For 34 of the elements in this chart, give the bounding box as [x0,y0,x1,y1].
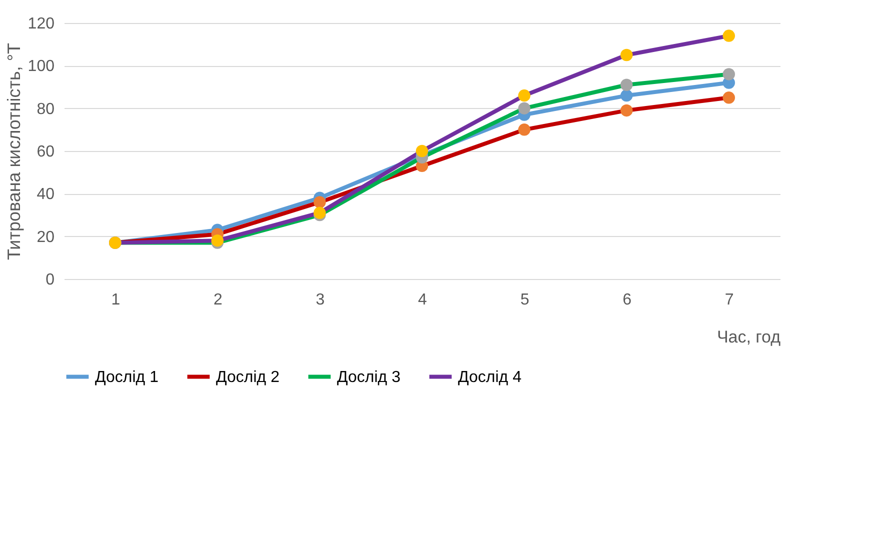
point [620,104,633,117]
legend-label: Дослід 2 [216,368,280,386]
x-tick-label: 6 [622,292,632,308]
point [518,89,530,102]
legend-label: Дослід 3 [337,368,401,386]
legend-label: Дослід 4 [458,368,522,386]
point [314,206,326,219]
point [620,78,633,91]
y-tick-label: 120 [28,16,55,32]
point [722,92,735,104]
point [416,144,428,158]
legend-label: Дослід 1 [95,368,159,386]
y-tick-label: 80 [36,100,55,118]
y-tick-label: 40 [36,186,55,204]
point [722,68,735,80]
point [314,196,326,208]
y-axis-title: Титрована кислотність, °Т [4,42,24,260]
x-tick-label: 7 [724,292,734,308]
x-tick-label: 3 [316,292,325,308]
y-tick-label: 100 [28,58,55,76]
x-tick-label: 4 [418,292,428,308]
y-tick-label: 20 [36,228,55,246]
point [211,234,224,247]
y-tick-label: 0 [46,272,55,288]
x-tick-label: 2 [213,292,222,308]
y-tick-label: 60 [36,144,55,160]
point [620,89,633,102]
x-tick-label: 5 [520,292,530,308]
x-axis-title: Час, год [716,328,781,346]
x-tick-label: 1 [111,292,120,308]
point [722,30,735,42]
point [518,102,530,114]
point [620,48,633,62]
point [518,124,530,136]
